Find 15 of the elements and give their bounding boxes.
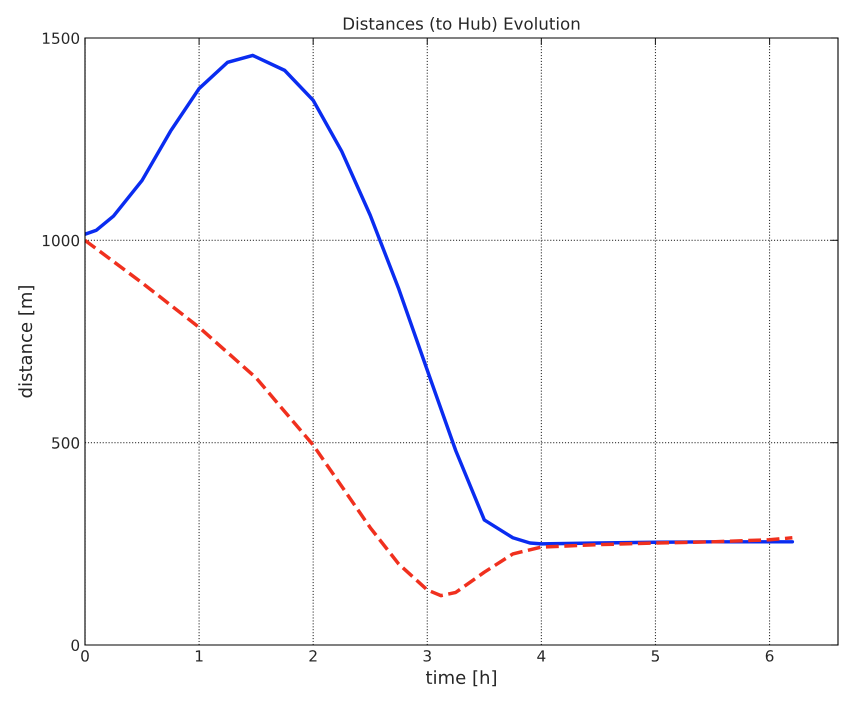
x-tick-label: 1 xyxy=(196,650,203,662)
x-tick-label: 4 xyxy=(537,650,546,662)
y-axis-title: distance [m] xyxy=(18,286,34,398)
x-tick-label: 6 xyxy=(766,650,774,662)
x-tick-label: 0 xyxy=(81,650,89,662)
y-tick-label: 500 xyxy=(52,437,80,449)
x-tick-label: 3 xyxy=(424,650,431,662)
x-tick-label: 5 xyxy=(652,650,659,662)
y-tick-label: 1000 xyxy=(42,234,80,246)
chart-title: Distances (to Hub) Evolution xyxy=(344,17,580,32)
y-tick-label: 1500 xyxy=(42,32,80,44)
x-axis-title: time [h] xyxy=(426,670,496,686)
y-tick-label: 0 xyxy=(71,639,80,652)
line-series xyxy=(85,238,794,598)
x-tick-label: 2 xyxy=(309,650,317,662)
